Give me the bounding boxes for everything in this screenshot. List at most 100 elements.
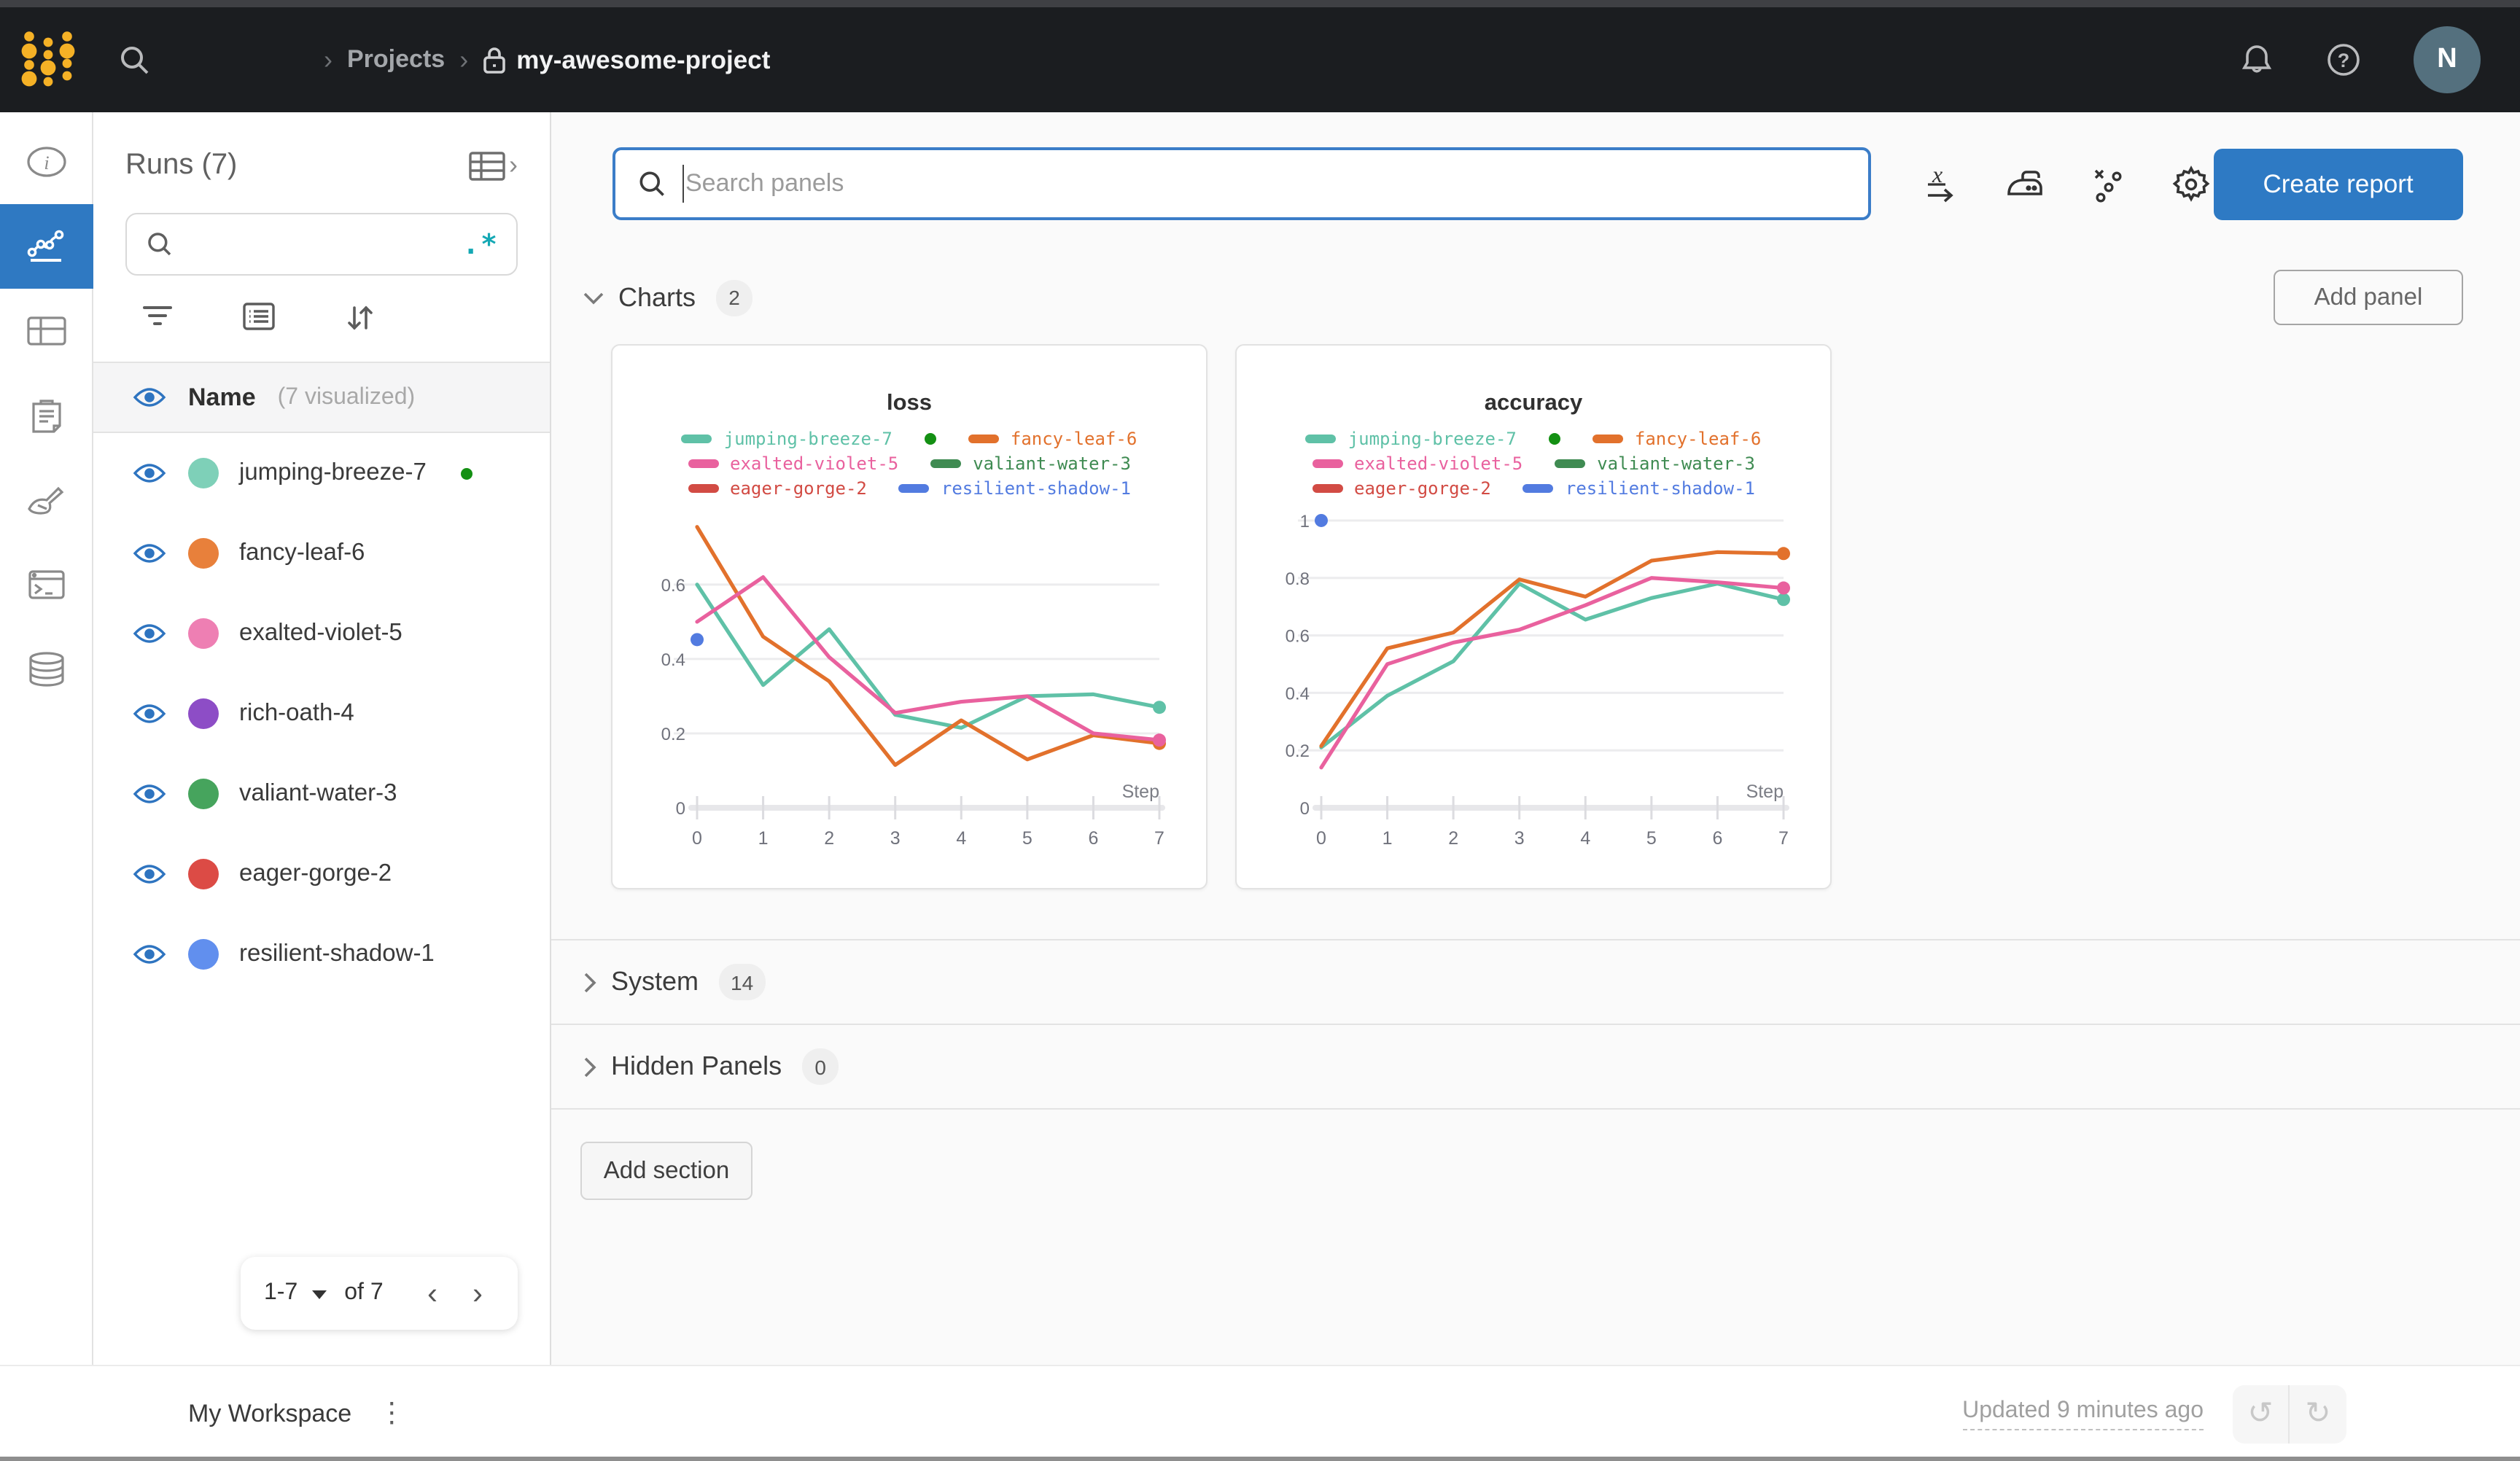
- visibility-eye-icon[interactable]: [133, 943, 166, 965]
- section-label[interactable]: Charts: [618, 282, 696, 311]
- legend-item[interactable]: valiant-water-3: [930, 453, 1131, 473]
- legend-item[interactable]: resilient-shadow-1: [898, 478, 1131, 498]
- page-range-caret-icon[interactable]: [312, 1290, 327, 1299]
- legend-item[interactable]: jumping-breeze-7: [1305, 428, 1517, 448]
- outliers-scatter-icon[interactable]: [2086, 164, 2130, 203]
- workspace-menu-kebab-icon[interactable]: ⋮: [378, 1398, 406, 1429]
- svg-text:7: 7: [1778, 828, 1789, 849]
- workspace-name[interactable]: My Workspace: [188, 1399, 352, 1427]
- run-row[interactable]: valiant-water-3: [93, 754, 550, 834]
- add-panel-button[interactable]: Add panel: [2274, 270, 2463, 325]
- visibility-eye-icon[interactable]: [133, 863, 166, 885]
- filter-icon[interactable]: [141, 302, 174, 334]
- next-page-button[interactable]: ›: [472, 1277, 483, 1310]
- run-row[interactable]: eager-gorge-2: [93, 834, 550, 914]
- legend-item[interactable]: exalted-violet-5: [688, 453, 898, 473]
- run-row[interactable]: fancy-leaf-6: [93, 513, 550, 593]
- rail-terminal-icon[interactable]: [0, 542, 93, 627]
- section-label[interactable]: Hidden Panels: [611, 1051, 782, 1080]
- legend-item[interactable]: fancy-leaf-6: [1592, 428, 1761, 448]
- legend-item[interactable]: fancy-leaf-6: [968, 428, 1137, 448]
- prev-page-button[interactable]: ‹: [427, 1277, 438, 1310]
- global-search-icon[interactable]: [117, 42, 152, 77]
- legend-swatch: [898, 483, 930, 492]
- visibility-eye-icon[interactable]: [133, 703, 166, 725]
- lock-icon: [483, 47, 505, 73]
- run-name[interactable]: jumping-breeze-7: [239, 459, 427, 486]
- rail-overview-info-icon[interactable]: i: [0, 120, 93, 204]
- rail-sweeps-broom-icon[interactable]: [0, 458, 93, 542]
- visibility-eye-icon[interactable]: [133, 386, 166, 408]
- runs-table-toggle-icon[interactable]: ›: [468, 149, 518, 182]
- rail-table-icon[interactable]: [0, 289, 93, 373]
- run-name[interactable]: resilient-shadow-1: [239, 940, 435, 967]
- wandb-logo[interactable]: [19, 23, 77, 96]
- run-name[interactable]: valiant-water-3: [239, 780, 397, 806]
- notifications-bell-icon[interactable]: [2240, 42, 2274, 77]
- visibility-eye-icon[interactable]: [133, 783, 166, 805]
- legend-item[interactable]: eager-gorge-2: [688, 478, 867, 498]
- legend-item[interactable]: resilient-shadow-1: [1522, 478, 1755, 498]
- chart-title: loss: [886, 391, 932, 416]
- legend-swatch: [930, 459, 962, 467]
- section-divider: [551, 1108, 2520, 1110]
- runs-name-header[interactable]: Name (7 visualized): [93, 362, 550, 433]
- breadcrumb-projects[interactable]: Projects: [347, 45, 446, 73]
- page-total: of 7: [344, 1280, 384, 1305]
- legend-swatch: [1592, 434, 1623, 443]
- updated-timestamp[interactable]: Updated 9 minutes ago: [1962, 1398, 2204, 1430]
- chart-panel-accuracy[interactable]: accuracy jumping-breeze-7 fancy-leaf-6 exa…: [1235, 344, 1832, 889]
- run-row[interactable]: resilient-shadow-1: [93, 914, 550, 994]
- group-list-icon[interactable]: [242, 302, 276, 334]
- section-hidden-panels-header[interactable]: Hidden Panels 0: [583, 1025, 2463, 1108]
- visibility-eye-icon[interactable]: [133, 623, 166, 644]
- svg-text:0.4: 0.4: [1286, 684, 1310, 704]
- avatar[interactable]: N: [2414, 26, 2481, 93]
- run-name[interactable]: rich-oath-4: [239, 700, 354, 726]
- smoothing-iron-icon[interactable]: [2003, 165, 2047, 203]
- run-name[interactable]: eager-gorge-2: [239, 860, 392, 887]
- run-name[interactable]: fancy-leaf-6: [239, 539, 365, 566]
- legend-item[interactable]: jumping-breeze-7: [681, 428, 892, 448]
- runs-search-input[interactable]: .*: [125, 213, 518, 276]
- run-name[interactable]: exalted-violet-5: [239, 620, 402, 646]
- run-row[interactable]: rich-oath-4: [93, 674, 550, 754]
- rail-workspace-charts-icon[interactable]: [0, 204, 93, 289]
- viewport-edge: [0, 1457, 2520, 1461]
- run-row[interactable]: jumping-breeze-7: [93, 433, 550, 513]
- rail-logs-clipboard-icon[interactable]: [0, 373, 93, 458]
- run-row[interactable]: exalted-violet-5: [93, 593, 550, 674]
- section-system-header[interactable]: System 14: [583, 940, 2463, 1024]
- run-color-dot: [188, 538, 219, 569]
- sort-icon[interactable]: [344, 302, 376, 334]
- chart-panel-loss[interactable]: loss jumping-breeze-7 fancy-leaf-6 exalted…: [611, 344, 1208, 889]
- chart-title: accuracy: [1484, 391, 1583, 416]
- svg-text:0: 0: [692, 828, 702, 849]
- redo-button[interactable]: ↻: [2305, 1397, 2331, 1430]
- legend-swatch: [1312, 483, 1343, 492]
- visibility-eye-icon[interactable]: [133, 542, 166, 564]
- collapse-chevron-right-icon[interactable]: [583, 972, 596, 992]
- legend-item[interactable]: valiant-water-3: [1555, 453, 1755, 473]
- section-label[interactable]: System: [611, 967, 699, 996]
- x-axis-settings-icon[interactable]: x: [1920, 165, 1964, 203]
- add-section-button[interactable]: Add section: [580, 1142, 752, 1200]
- page-range[interactable]: 1-7: [264, 1280, 298, 1305]
- legend-item[interactable]: eager-gorge-2: [1312, 478, 1491, 498]
- collapse-chevron-down-icon[interactable]: [583, 291, 604, 304]
- legend-item[interactable]: exalted-violet-5: [1312, 453, 1522, 473]
- settings-gear-icon[interactable]: [2169, 164, 2213, 203]
- section-count-badge: 2: [716, 279, 753, 316]
- collapse-chevron-right-icon[interactable]: [583, 1056, 596, 1077]
- breadcrumb-project[interactable]: my-awesome-project: [483, 44, 770, 75]
- legend-swatch: [1305, 434, 1337, 443]
- visibility-eye-icon[interactable]: [133, 462, 166, 484]
- breadcrumb-sep-icon: ›: [459, 44, 469, 74]
- regex-toggle[interactable]: .*: [462, 228, 499, 260]
- create-report-button[interactable]: Create report: [2213, 148, 2463, 219]
- rail-artifacts-database-icon[interactable]: [0, 627, 93, 712]
- help-icon[interactable]: ?: [2326, 42, 2361, 77]
- svg-text:4: 4: [1580, 828, 1590, 849]
- undo-button[interactable]: ↺: [2233, 1384, 2290, 1443]
- panel-search-input[interactable]: Search panels: [612, 147, 1871, 220]
